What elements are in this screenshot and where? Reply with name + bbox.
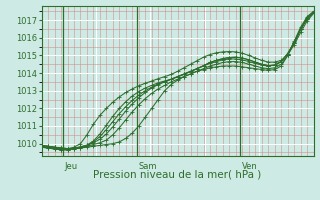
Text: Sam: Sam (138, 162, 157, 171)
X-axis label: Pression niveau de la mer( hPa ): Pression niveau de la mer( hPa ) (93, 170, 262, 180)
Text: Ven: Ven (242, 162, 257, 171)
Text: Jeu: Jeu (65, 162, 78, 171)
